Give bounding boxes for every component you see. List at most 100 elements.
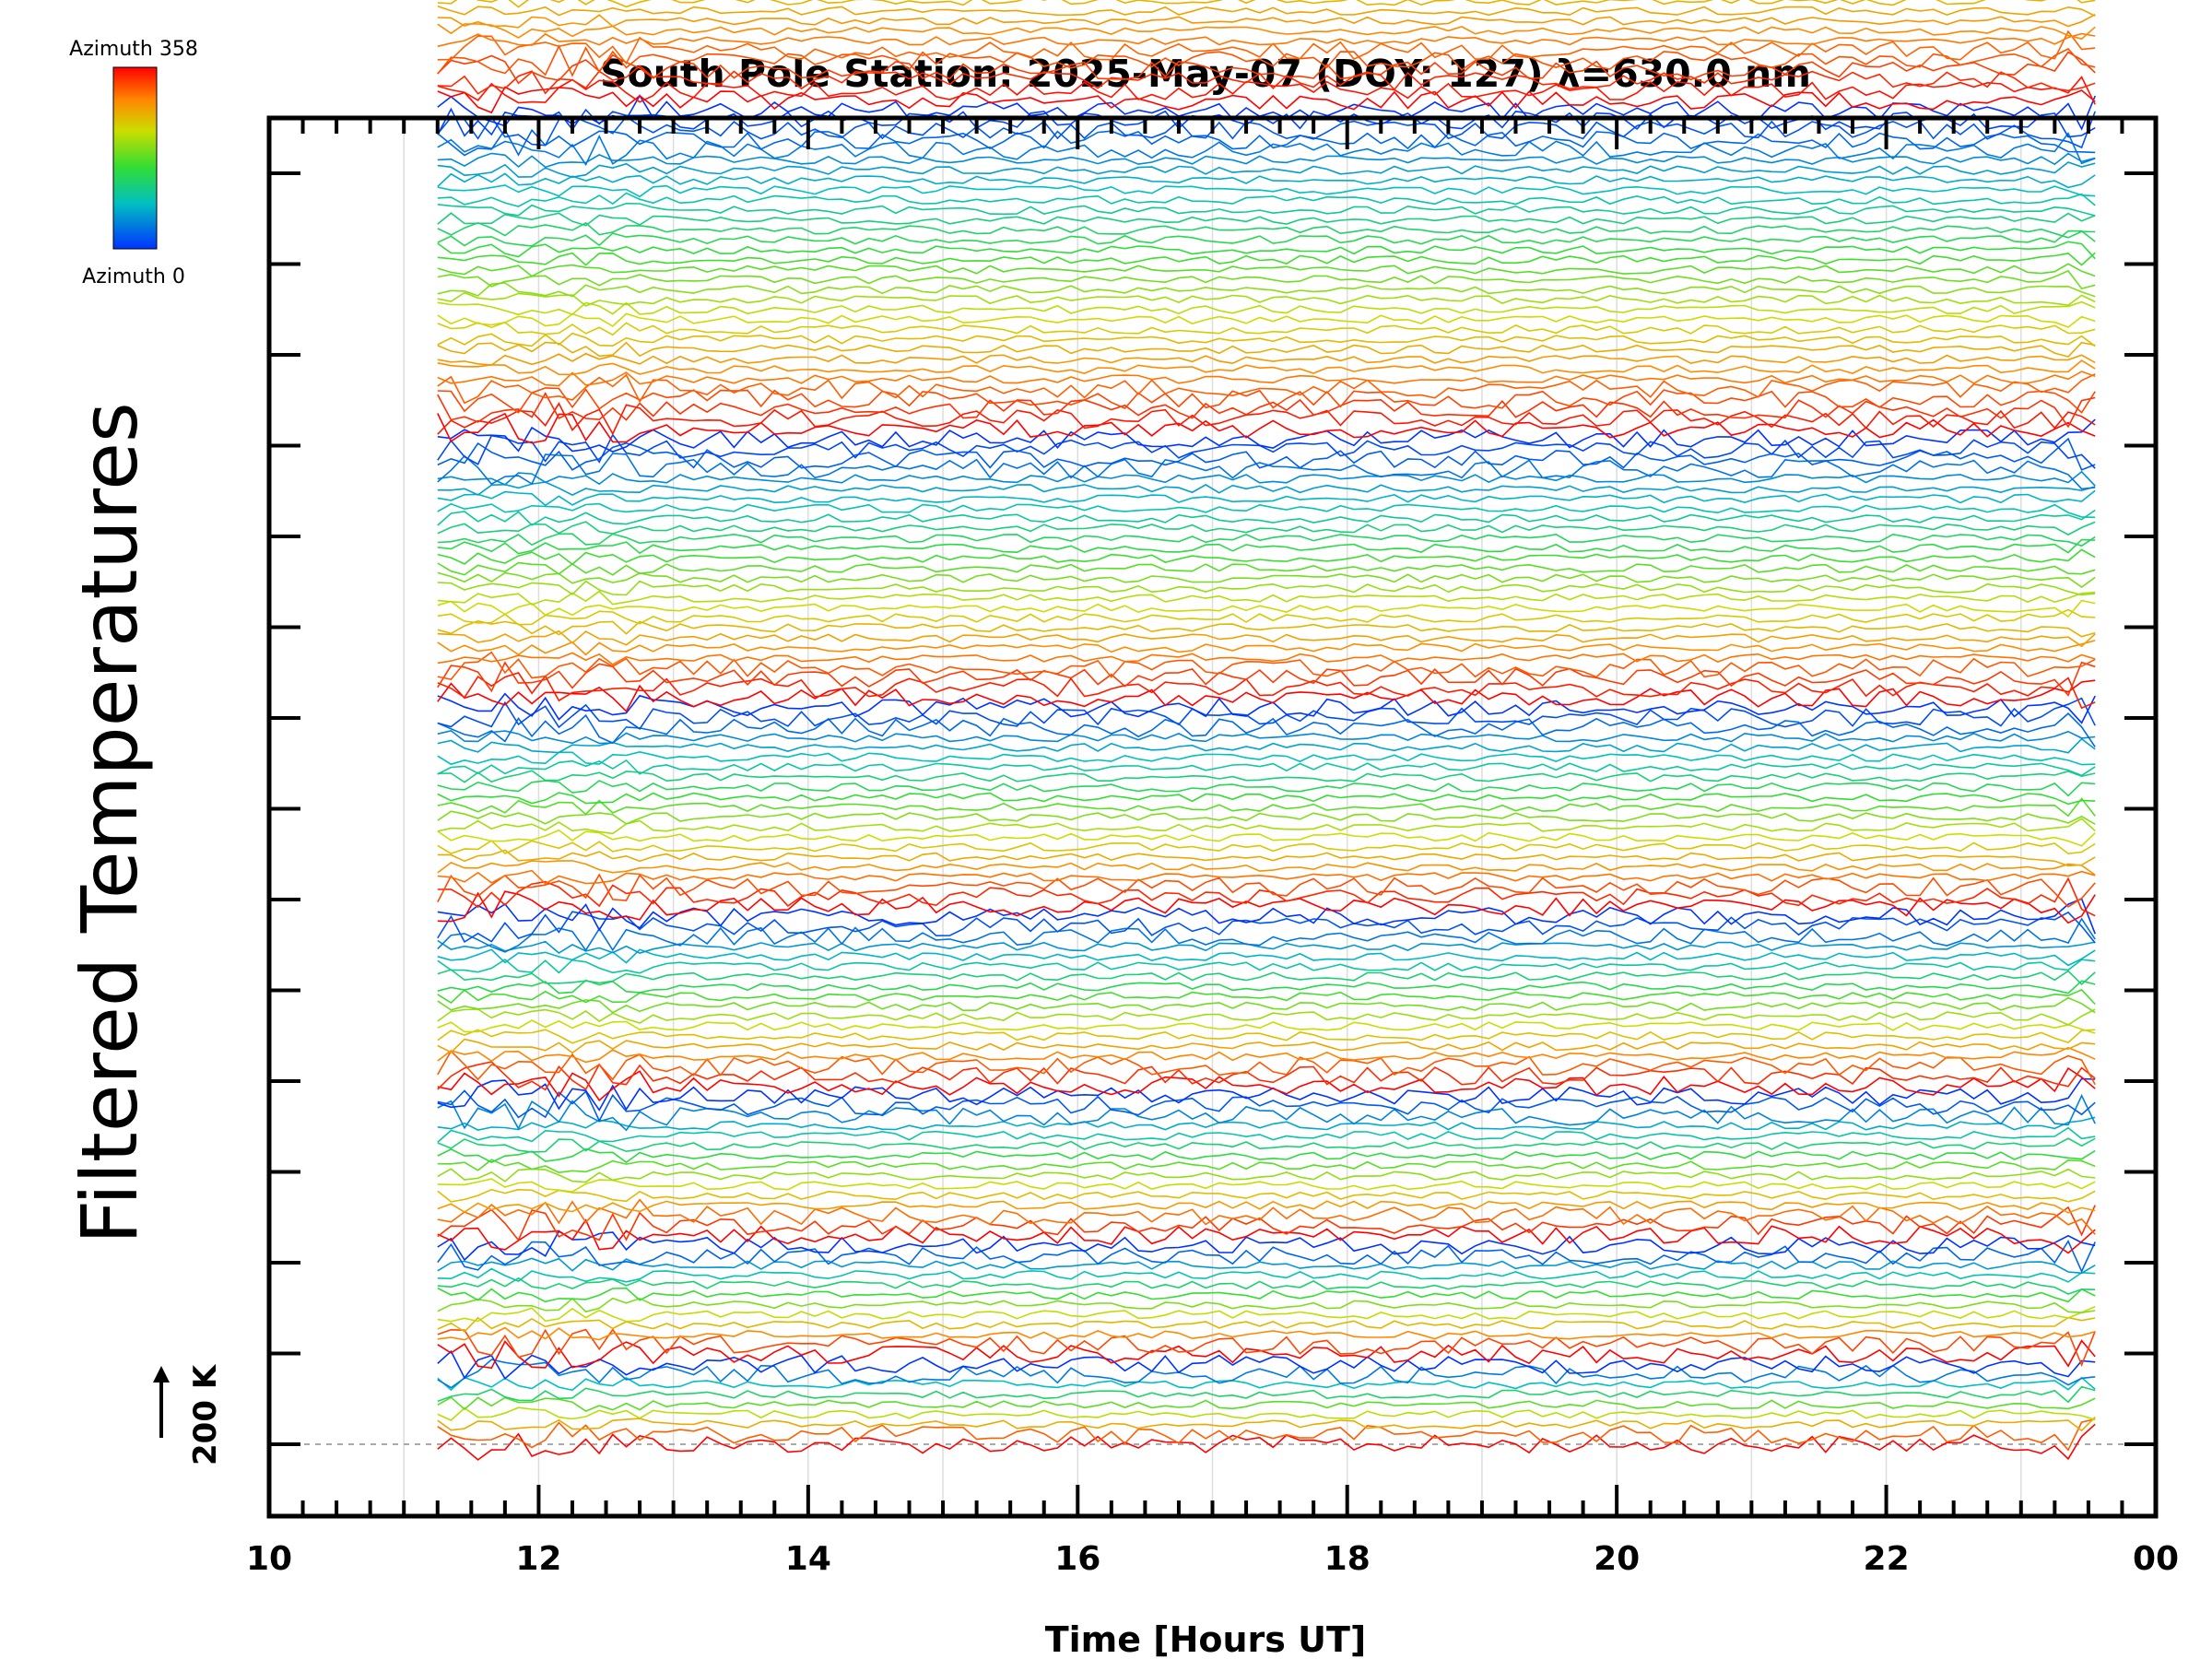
trace-line bbox=[437, 1029, 2096, 1044]
trace-line bbox=[437, 538, 2096, 555]
trace-line bbox=[437, 76, 2096, 105]
trace-line bbox=[437, 1077, 2096, 1112]
data-traces bbox=[437, 0, 2096, 1461]
trace-line bbox=[437, 6, 2096, 18]
trace-line bbox=[437, 402, 2096, 436]
trace-line bbox=[437, 608, 2096, 626]
trace-line bbox=[437, 1277, 2096, 1295]
trace-line bbox=[437, 229, 2096, 247]
trace-line bbox=[437, 32, 2096, 48]
trace-line bbox=[437, 1038, 2096, 1054]
x-tick-label: 18 bbox=[1324, 1540, 1371, 1578]
trace-line bbox=[437, 0, 2096, 8]
trace-line bbox=[437, 437, 2096, 471]
trace-line bbox=[437, 661, 2096, 697]
trace-line bbox=[437, 521, 2096, 536]
trace-line bbox=[437, 1297, 2096, 1314]
trace-line bbox=[437, 679, 2096, 713]
trace-line bbox=[437, 1418, 2096, 1452]
trace-line bbox=[437, 840, 2096, 855]
x-tick-label: 12 bbox=[515, 1540, 561, 1578]
trace-line bbox=[437, 1205, 2096, 1242]
trace-line bbox=[437, 911, 2096, 944]
trace-line bbox=[437, 1240, 2096, 1274]
trace-line bbox=[437, 453, 2096, 490]
trace-line bbox=[437, 418, 2096, 453]
trace-line bbox=[437, 1137, 2096, 1153]
trace-line bbox=[437, 202, 2096, 217]
trace-line bbox=[437, 371, 2096, 387]
trace-line bbox=[437, 590, 2096, 606]
trace-line bbox=[437, 1188, 2096, 1203]
trace-line bbox=[437, 640, 2096, 656]
trace-line bbox=[437, 1198, 2096, 1235]
trace-line bbox=[437, 1126, 2096, 1143]
x-tick-label: 10 bbox=[246, 1540, 292, 1578]
trace-line bbox=[437, 1019, 2096, 1034]
trace-line bbox=[437, 737, 2096, 754]
trace-line bbox=[437, 373, 2096, 405]
x-tick-labels: 10 12 14 16 18 20 22 00 bbox=[246, 1540, 2179, 1578]
trace-line bbox=[437, 1008, 2096, 1026]
trace-line bbox=[437, 1116, 2096, 1131]
trace-line bbox=[437, 1050, 2096, 1086]
trace-line bbox=[437, 387, 2096, 414]
x-tick-label: 00 bbox=[2133, 1540, 2179, 1578]
trace-line bbox=[437, 152, 2096, 169]
trace-line bbox=[437, 192, 2096, 207]
trace-line bbox=[437, 51, 2096, 85]
trace-line bbox=[437, 750, 2096, 766]
trace-line bbox=[437, 1046, 2096, 1064]
trace-line bbox=[437, 898, 2096, 935]
trace-line bbox=[437, 561, 2096, 576]
trace-line bbox=[437, 1218, 2096, 1254]
trace-line bbox=[437, 672, 2096, 710]
trace-line bbox=[437, 341, 2096, 358]
trace-line bbox=[437, 1417, 2096, 1432]
trace-line bbox=[437, 1376, 2096, 1392]
trace-line bbox=[437, 1396, 2096, 1413]
trace-line bbox=[437, 300, 2096, 316]
trace-line bbox=[437, 548, 2096, 566]
trace-line bbox=[437, 860, 2096, 876]
trace-line bbox=[437, 818, 2096, 835]
colorbar-bottom-label: Azimuth 0 bbox=[82, 265, 185, 288]
trace-line bbox=[437, 1406, 2096, 1421]
trace-line bbox=[437, 939, 2096, 955]
trace-line bbox=[437, 1305, 2096, 1323]
trace-line bbox=[437, 470, 2096, 487]
trace-line bbox=[437, 321, 2096, 336]
trace-line bbox=[437, 489, 2096, 507]
trace-line bbox=[437, 1159, 2096, 1174]
trace-line bbox=[437, 412, 2096, 444]
trace-line bbox=[437, 1089, 2096, 1123]
x-tick-label: 14 bbox=[785, 1540, 831, 1578]
trace-line bbox=[437, 619, 2096, 638]
trace-line bbox=[437, 1339, 2096, 1370]
trace-line bbox=[437, 1326, 2096, 1341]
trace-line bbox=[437, 291, 2096, 307]
trace-line bbox=[437, 221, 2096, 239]
trace-line bbox=[437, 988, 2096, 1006]
trace-line bbox=[437, 580, 2096, 596]
trace-line bbox=[437, 86, 2096, 114]
trace-line bbox=[437, 509, 2096, 526]
trace-line bbox=[437, 1147, 2096, 1164]
trace-line bbox=[437, 212, 2096, 227]
trace-line bbox=[437, 392, 2096, 429]
trace-line bbox=[437, 502, 2096, 519]
trace-line bbox=[437, 917, 2096, 953]
trace-line bbox=[437, 128, 2096, 157]
axis-ticks bbox=[267, 118, 2158, 1516]
trace-line bbox=[437, 1267, 2096, 1283]
trace-line bbox=[437, 1359, 2096, 1389]
trace-line bbox=[437, 890, 2096, 924]
trace-line bbox=[437, 252, 2096, 266]
trace-line bbox=[437, 730, 2096, 745]
trace-line bbox=[437, 1287, 2096, 1303]
trace-line bbox=[437, 1061, 2096, 1091]
trace-line bbox=[437, 533, 2096, 547]
trace-line bbox=[437, 1349, 2096, 1380]
trace-line bbox=[437, 94, 2096, 131]
